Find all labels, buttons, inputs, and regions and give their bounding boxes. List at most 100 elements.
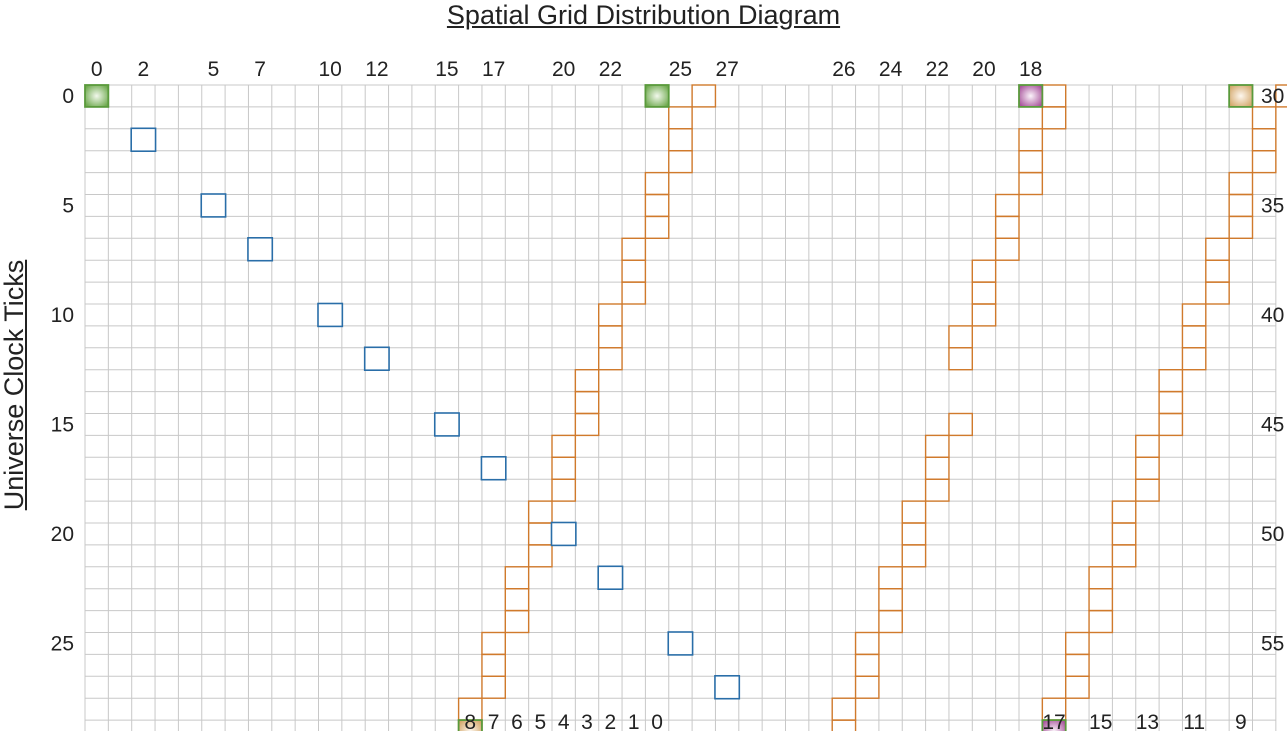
orange-cell bbox=[644, 215, 670, 239]
top-column-label: 2 bbox=[138, 58, 150, 81]
orange-cell bbox=[504, 609, 530, 634]
orange-cell bbox=[901, 500, 927, 524]
orange-cell bbox=[1251, 128, 1277, 152]
top-column-label: 22 bbox=[599, 58, 622, 81]
blue-boxes bbox=[130, 127, 741, 700]
orange-cell bbox=[924, 456, 950, 480]
top-column-label: 17 bbox=[482, 58, 505, 81]
bottom-column-label: 11 bbox=[1183, 711, 1205, 731]
orange-cell bbox=[481, 631, 507, 656]
orange-cell bbox=[1158, 390, 1184, 415]
orange-cell bbox=[551, 456, 577, 480]
blue-box bbox=[714, 674, 741, 700]
blue-box bbox=[667, 631, 694, 656]
orange-cell bbox=[1158, 412, 1184, 437]
right-row-label: 40 bbox=[1261, 304, 1284, 327]
top-column-label: 0 bbox=[91, 58, 103, 81]
corner-markers bbox=[84, 84, 1254, 731]
bottom-column-label: 15 bbox=[1089, 711, 1112, 731]
top-column-label: 25 bbox=[669, 58, 692, 81]
top-column-label: 15 bbox=[435, 58, 458, 81]
orange-cell bbox=[854, 653, 880, 678]
orange-cell bbox=[1181, 303, 1207, 327]
orange-cell bbox=[621, 281, 647, 305]
blue-box bbox=[363, 346, 390, 371]
orange-cell bbox=[1088, 588, 1114, 612]
orange-cell bbox=[598, 325, 623, 349]
bottom-column-label: 8 bbox=[464, 711, 476, 731]
orange-staircase bbox=[457, 84, 717, 731]
orange-cell bbox=[527, 544, 553, 568]
orange-staircase bbox=[831, 412, 974, 731]
top-column-label: 7 bbox=[254, 58, 266, 81]
orange-cell bbox=[1064, 631, 1090, 656]
orange-cell bbox=[1228, 215, 1254, 239]
orange-cell bbox=[527, 522, 553, 546]
orange-cell bbox=[948, 325, 974, 349]
orange-staircase bbox=[1041, 84, 1287, 731]
orange-staircase bbox=[948, 84, 1067, 371]
orange-cell bbox=[1135, 456, 1160, 480]
bottom-column-label: 0 bbox=[651, 711, 663, 731]
blue-box bbox=[130, 127, 157, 153]
marker-pink bbox=[1041, 719, 1067, 731]
orange-cell bbox=[831, 697, 857, 721]
bottom-column-label: 13 bbox=[1136, 711, 1159, 731]
diagram-title: Spatial Grid Distribution Diagram bbox=[446, 0, 841, 30]
orange-cell bbox=[994, 215, 1020, 239]
top-column-label: 20 bbox=[552, 58, 575, 81]
blue-box bbox=[480, 455, 507, 481]
orange-cell bbox=[854, 631, 880, 656]
orange-cell bbox=[621, 237, 647, 261]
orange-cell bbox=[481, 653, 507, 678]
orange-cell bbox=[1018, 171, 1044, 196]
orange-cell bbox=[551, 478, 577, 502]
orange-cell bbox=[668, 106, 693, 130]
orange-cell bbox=[481, 675, 507, 699]
blue-box bbox=[550, 521, 577, 547]
marker-green bbox=[84, 84, 110, 108]
bottom-column-label: 9 bbox=[1235, 711, 1247, 731]
orange-cell bbox=[1275, 84, 1287, 108]
orange-cell bbox=[971, 281, 997, 305]
orange-cell bbox=[1205, 237, 1230, 261]
orange-cell bbox=[527, 500, 553, 524]
orange-cell bbox=[1088, 566, 1114, 590]
orange-cell bbox=[1181, 347, 1207, 371]
orange-cell bbox=[504, 566, 530, 590]
bottom-column-label: 17 bbox=[1042, 711, 1065, 731]
blue-box bbox=[433, 412, 460, 437]
blue-box bbox=[597, 565, 624, 590]
orange-cell bbox=[691, 84, 717, 108]
orange-cell bbox=[831, 719, 857, 731]
orange-cell bbox=[924, 478, 950, 502]
orange-cell bbox=[1064, 653, 1090, 678]
left-row-label: 0 bbox=[62, 85, 74, 108]
orange-cell bbox=[948, 347, 974, 371]
marker-green bbox=[644, 84, 670, 108]
left-row-label: 20 bbox=[51, 523, 74, 546]
orange-cell bbox=[1111, 544, 1137, 568]
orange-cell bbox=[971, 303, 997, 327]
orange-cell bbox=[994, 237, 1020, 261]
bottom-column-label: 7 bbox=[488, 711, 500, 731]
marker-pink bbox=[1018, 84, 1044, 108]
blue-box bbox=[200, 193, 227, 218]
orange-cell bbox=[1041, 106, 1067, 130]
right-row-label: 55 bbox=[1261, 632, 1284, 655]
right-row-label: 35 bbox=[1261, 194, 1284, 217]
orange-cell bbox=[1228, 171, 1254, 196]
orange-cell bbox=[668, 128, 693, 152]
orange-cell bbox=[1135, 434, 1160, 458]
left-row-label: 25 bbox=[51, 632, 74, 655]
orange-cell bbox=[1251, 106, 1277, 130]
orange-cell bbox=[574, 369, 600, 393]
orange-cell bbox=[574, 412, 600, 437]
orange-cell bbox=[551, 434, 577, 458]
orange-cell bbox=[1111, 522, 1137, 546]
top-column-label: 27 bbox=[715, 58, 738, 81]
marker-tan bbox=[1228, 84, 1254, 108]
top-column-label: 22 bbox=[926, 58, 949, 81]
orange-cell bbox=[621, 259, 647, 283]
